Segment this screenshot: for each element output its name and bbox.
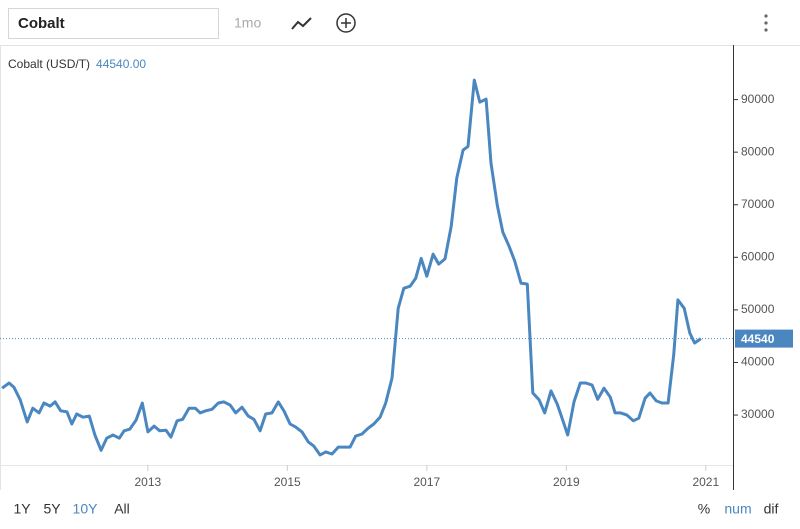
y-tick-label: 50000 [741,302,775,316]
y-tick-label: 80000 [741,144,775,158]
range-button[interactable]: 1Y [13,501,31,517]
interval[interactable]: 1mo [234,15,261,31]
line [1,78,702,457]
y-tick-label: 70000 [741,197,775,211]
current-value-label: 44540 [741,332,775,346]
current-value-box [735,329,793,348]
add-icon-plus [341,18,351,28]
y-tick-label: 40000 [741,355,775,369]
y-tick-label: 60000 [741,249,775,263]
add-icon[interactable] [336,13,356,33]
chart-type-icon[interactable] [291,17,312,30]
series-title: Cobalt (USD/T) [8,57,90,71]
range-button[interactable]: 5Y [43,501,61,517]
y-tick-label: 90000 [741,92,775,106]
x-tick-label: 2013 [135,475,162,489]
mode-button[interactable]: num [724,501,751,517]
mode-button[interactable]: % [698,501,710,517]
x-tick-label: 2017 [413,475,440,489]
x-tick-label: 2019 [553,475,580,489]
y-tick-label: 30000 [741,407,775,421]
range-button[interactable]: All [114,501,130,517]
range-button[interactable]: 10Y [73,501,99,517]
x-tick-label: 2015 [274,475,301,489]
current-value: 44540.00 [96,57,146,71]
x-tick-label: 2021 [692,475,719,489]
menu-icon[interactable] [764,14,768,32]
search-text[interactable]: Cobalt [18,15,65,32]
search-box[interactable] [8,8,219,39]
mode-button[interactable]: dif [764,501,779,517]
